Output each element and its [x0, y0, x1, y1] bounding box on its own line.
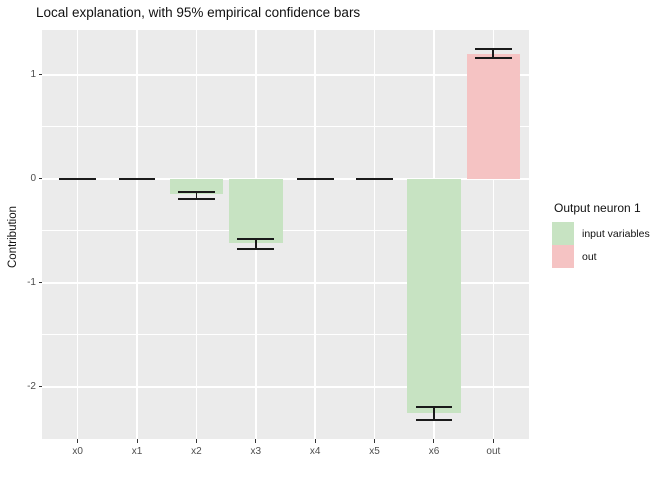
x-tick-label: x1 [131, 446, 143, 457]
errorbar-x3-stem [254, 239, 257, 249]
gridline-minor-y [42, 334, 529, 336]
y-axis-title: Contribution [7, 205, 19, 269]
gridline-major-x [314, 30, 316, 439]
plot-panel [42, 30, 529, 439]
x-tick-mark [374, 439, 376, 443]
y-tick-label: -2 [27, 381, 36, 393]
gridline-major-x [373, 30, 376, 439]
x-tick-mark [77, 439, 79, 443]
bar-x3 [229, 178, 283, 244]
y-tick-mark [39, 386, 42, 388]
legend-item-label: input variables [582, 227, 650, 240]
errorbar-x3-cap-high [237, 238, 275, 241]
gridline-minor-y [42, 230, 529, 232]
errorbar-x5-cap-low [356, 177, 393, 180]
y-tick-label: 0 [30, 173, 36, 185]
legend-key-swatch [552, 245, 574, 268]
y-tick-label: -1 [27, 277, 36, 289]
errorbar-out-cap-low [474, 57, 512, 60]
errorbar-x6-stem [433, 406, 435, 421]
errorbar-out-cap-high [474, 47, 512, 50]
gridline-major-y [42, 281, 529, 284]
errorbar-x4-cap-low [296, 177, 334, 180]
x-tick-label: x4 [309, 446, 321, 457]
legend: Output neuron 1 input variables out [552, 201, 650, 268]
x-tick-mark [314, 439, 316, 443]
plot-title: Local explanation, with 95% empirical co… [36, 5, 361, 20]
errorbar-x6-cap-high [415, 405, 453, 408]
legend-item-out: out [552, 245, 650, 268]
errorbar-x2-stem [195, 192, 198, 199]
bar-x2 [169, 178, 224, 195]
legend-key-swatch [552, 222, 574, 245]
gridline-minor-y [42, 126, 529, 128]
bar-x6 [407, 178, 461, 413]
x-tick-label: x2 [191, 446, 202, 457]
x-tick-mark [255, 439, 257, 443]
errorbar-x2-cap-low [178, 197, 215, 200]
legend-item-input-variables: input variables [552, 222, 650, 245]
legend-item-label: out [582, 250, 597, 263]
errorbar-out-stem [492, 48, 495, 59]
y-tick-label: 1 [30, 69, 36, 81]
legend-items: input variables out [552, 222, 650, 268]
x-tick-mark [136, 439, 138, 443]
gridline-major-x [76, 30, 79, 439]
gridline-major-y [42, 385, 529, 388]
x-tick-mark [433, 439, 435, 443]
errorbar-x3-cap-low [237, 247, 275, 250]
bar-out [466, 53, 521, 179]
gridline-major-y [42, 177, 529, 180]
x-tick-label: x6 [428, 446, 440, 457]
gridline-major-x [195, 30, 198, 439]
x-tick-mark [195, 439, 197, 443]
x-tick-mark [492, 439, 494, 443]
y-tick-mark [39, 74, 42, 76]
x-tick-label: x3 [250, 446, 262, 457]
errorbar-x6-cap-low [415, 419, 453, 422]
x-tick-label: x0 [72, 446, 83, 457]
errorbar-x2-cap-high [178, 191, 215, 194]
gridline-major-y [42, 73, 529, 76]
gridline-major-x [492, 30, 495, 439]
x-tick-label: x5 [369, 446, 380, 457]
gridline-major-x [136, 30, 138, 439]
x-tick-label: out [486, 446, 501, 457]
y-tick-mark [39, 178, 42, 180]
errorbar-x0-cap-low [59, 177, 97, 180]
legend-title: Output neuron 1 [554, 201, 641, 215]
y-tick-mark [39, 282, 42, 284]
errorbar-x1-cap-low [118, 177, 156, 180]
